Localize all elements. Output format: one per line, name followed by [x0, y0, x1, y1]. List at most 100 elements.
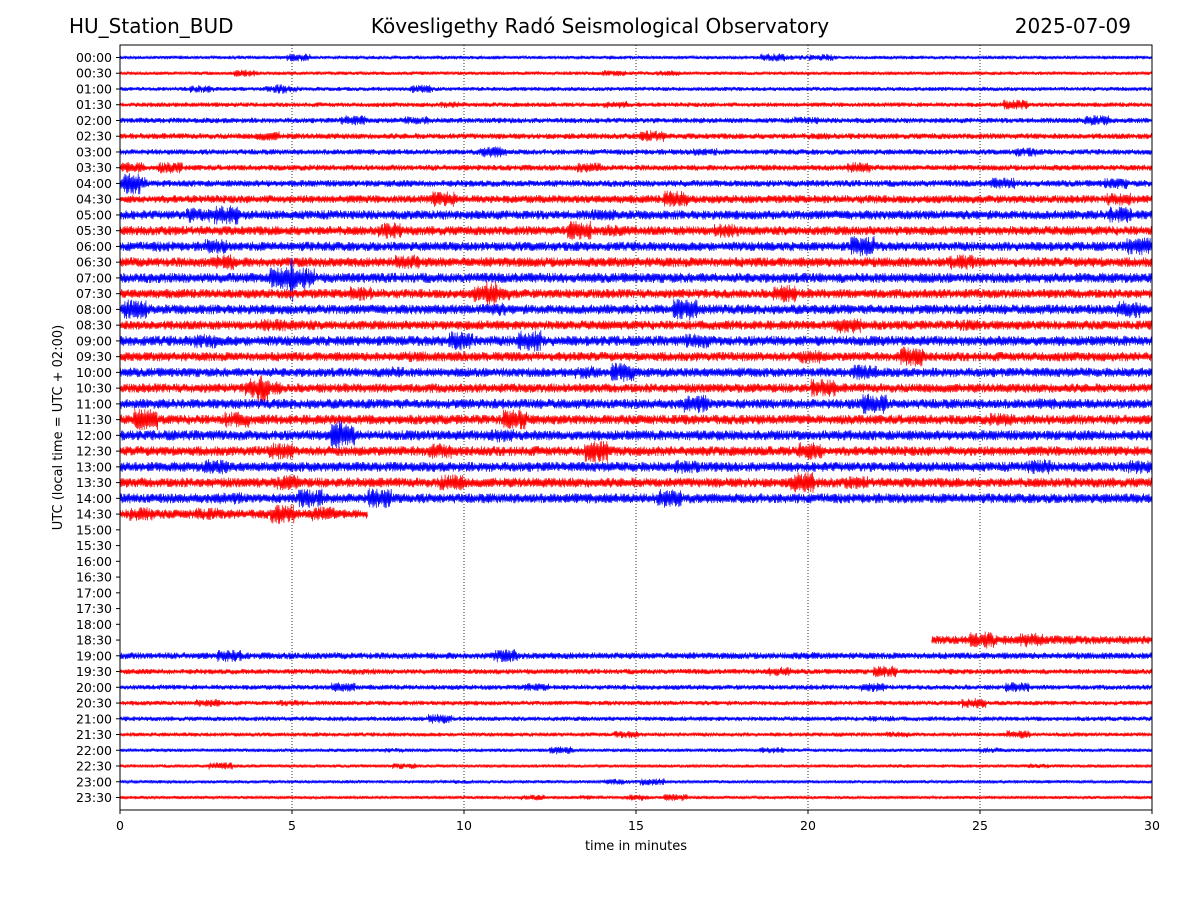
y-tick-label: 03:30 — [76, 160, 112, 175]
y-tick-label: 02:00 — [76, 113, 112, 128]
y-tick-label: 23:00 — [76, 774, 112, 789]
seismic-trace — [119, 330, 1153, 352]
seismic-trace — [119, 375, 1153, 403]
y-tick-label: 00:30 — [76, 66, 112, 81]
seismic-trace — [119, 318, 1153, 334]
seismic-trace — [119, 115, 1153, 126]
seismic-trace — [119, 488, 1153, 509]
x-tick-label: 5 — [288, 818, 296, 833]
y-tick-label: 01:00 — [76, 81, 112, 96]
y-tick-label: 21:30 — [76, 727, 112, 742]
seismic-trace — [119, 778, 1153, 786]
seismic-trace — [119, 236, 1153, 257]
seismic-trace — [119, 146, 1153, 158]
x-tick-label: 0 — [116, 818, 124, 833]
y-tick-label: 09:00 — [76, 333, 112, 348]
y-tick-label: 03:00 — [76, 144, 112, 159]
x-axis-label: time in minutes — [585, 839, 687, 854]
seismic-trace — [119, 205, 1153, 225]
seismic-trace — [119, 504, 368, 524]
seismic-trace — [119, 472, 1153, 493]
seismic-trace — [119, 190, 1153, 208]
y-tick-label: 00:00 — [76, 50, 112, 65]
y-tick-label: 07:00 — [76, 270, 112, 285]
seismic-trace — [119, 697, 1153, 709]
y-tick-label: 21:00 — [76, 711, 112, 726]
seismic-trace — [119, 99, 1153, 110]
seismic-trace — [119, 53, 1153, 62]
y-tick-label: 13:00 — [76, 459, 112, 474]
seismic-trace — [119, 281, 1153, 306]
y-tick-label: 14:30 — [76, 507, 112, 522]
seismic-trace — [119, 299, 1153, 321]
seismic-trace — [119, 362, 1153, 382]
y-tick-label: 05:00 — [76, 207, 112, 222]
seismic-trace — [119, 173, 1153, 195]
y-tick-label: 13:30 — [76, 475, 112, 490]
y-tick-label: 15:30 — [76, 538, 112, 553]
y-tick-label: 08:30 — [76, 318, 112, 333]
x-tick-label: 15 — [628, 818, 644, 833]
station-name: HU_Station_BUD — [69, 14, 234, 38]
y-tick-label: 02:30 — [76, 129, 112, 144]
y-tick-label: 18:30 — [76, 633, 112, 648]
y-tick-label: 17:30 — [76, 601, 112, 616]
seismic-trace — [119, 440, 1153, 463]
y-tick-label: 04:30 — [76, 192, 112, 207]
seismic-trace — [119, 459, 1153, 475]
y-tick-label: 10:30 — [76, 381, 112, 396]
y-tick-label: 22:00 — [76, 743, 112, 758]
x-tick-label: 30 — [1144, 818, 1160, 833]
seismic-trace — [119, 258, 1153, 303]
y-tick-label: 06:00 — [76, 239, 112, 254]
seismic-trace — [119, 746, 1153, 755]
y-tick-label: 01:30 — [76, 97, 112, 112]
seismic-trace — [931, 631, 1153, 649]
y-tick-label: 11:00 — [76, 396, 112, 411]
y-tick-label: 16:30 — [76, 570, 112, 585]
y-tick-label: 20:00 — [76, 680, 112, 695]
y-tick-label: 07:30 — [76, 286, 112, 301]
y-tick-label: 08:00 — [76, 302, 112, 317]
chart-title: Kövesligethy Radó Seismological Observat… — [370, 14, 830, 38]
seismic-trace — [119, 220, 1153, 241]
seismic-trace — [119, 682, 1153, 693]
seismic-trace — [119, 346, 1153, 367]
y-tick-label: 20:30 — [76, 696, 112, 711]
seismic-trace — [119, 408, 1153, 431]
y-tick-label: 12:00 — [76, 428, 112, 443]
seismic-trace — [119, 762, 1153, 770]
y-tick-label: 11:30 — [76, 412, 112, 427]
y-tick-label: 04:00 — [76, 176, 112, 191]
y-tick-label: 14:00 — [76, 491, 112, 506]
seismic-trace — [119, 420, 1153, 450]
x-tick-label: 10 — [456, 818, 472, 833]
y-tick-label: 10:00 — [76, 365, 112, 380]
seismic-trace — [119, 130, 1153, 143]
y-tick-label: 05:30 — [76, 223, 112, 238]
x-tick-label: 20 — [800, 818, 816, 833]
y-tick-label: 23:30 — [76, 790, 112, 805]
seismic-trace — [119, 161, 1153, 174]
chart-date: 2025-07-09 — [1014, 14, 1131, 38]
seismic-trace — [119, 393, 1153, 414]
x-tick-label: 25 — [972, 818, 988, 833]
seismic-trace — [119, 84, 1153, 94]
seismic-trace — [119, 713, 1153, 724]
seismic-trace — [119, 69, 1153, 77]
y-tick-label: 19:00 — [76, 648, 112, 663]
seismic-trace — [119, 649, 1153, 663]
y-tick-label: 19:30 — [76, 664, 112, 679]
y-axis-label: UTC (local time = UTC + 02:00) — [51, 325, 66, 530]
seismic-trace — [119, 730, 1153, 739]
seismic-trace — [119, 793, 1153, 802]
y-tick-label: 12:30 — [76, 444, 112, 459]
y-tick-label: 22:30 — [76, 759, 112, 774]
y-tick-label: 16:00 — [76, 554, 112, 569]
y-tick-label: 15:00 — [76, 522, 112, 537]
y-tick-label: 17:00 — [76, 585, 112, 600]
y-tick-label: 09:30 — [76, 349, 112, 364]
y-tick-label: 06:30 — [76, 255, 112, 270]
